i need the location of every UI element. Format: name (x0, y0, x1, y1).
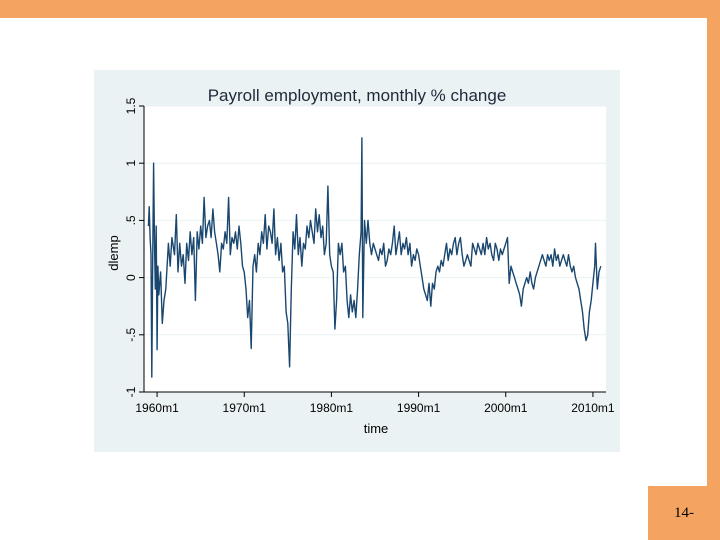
x-tick-label-4: 2000m1 (484, 401, 528, 415)
x-tick-label-1: 1970m1 (223, 401, 267, 415)
y-tick-label-3: .5 (124, 215, 138, 225)
series-line-dlemp (147, 137, 602, 378)
y-axis-label: dlemp (106, 235, 121, 270)
slide-number-box: 14- (648, 486, 720, 540)
y-tick-label-2: 0 (124, 274, 138, 281)
x-axis-label: time (364, 421, 389, 436)
right-accent-bar (707, 0, 720, 540)
x-tick-label-0: 1960m1 (135, 401, 179, 415)
line-chart: -1 -.5 0 .5 1 1.5 1960m1 1970m1 1980m1 1990m1 200… (94, 70, 620, 452)
y-tick-label-1: -.5 (124, 327, 138, 341)
top-accent-bar (0, 0, 720, 18)
x-tick-label-5: 2010m1 (571, 401, 615, 415)
y-tick-label-4: 1 (124, 160, 138, 167)
x-tick-label-2: 1980m1 (310, 401, 354, 415)
x-tick-label-3: 1990m1 (397, 401, 441, 415)
y-tick-label-0: -1 (124, 386, 138, 397)
chart-title: Payroll employment, monthly % change (208, 86, 507, 105)
x-axis-ticks: 1960m1 1970m1 1980m1 1990m1 2000m1 2010m1 (135, 392, 615, 415)
chart-container: -1 -.5 0 .5 1 1.5 1960m1 1970m1 1980m1 1990m1 200… (94, 70, 620, 452)
y-tick-label-5: 1.5 (124, 97, 138, 114)
slide-number: 14- (674, 504, 694, 521)
y-axis-ticks: -1 -.5 0 .5 1 1.5 (124, 97, 144, 397)
